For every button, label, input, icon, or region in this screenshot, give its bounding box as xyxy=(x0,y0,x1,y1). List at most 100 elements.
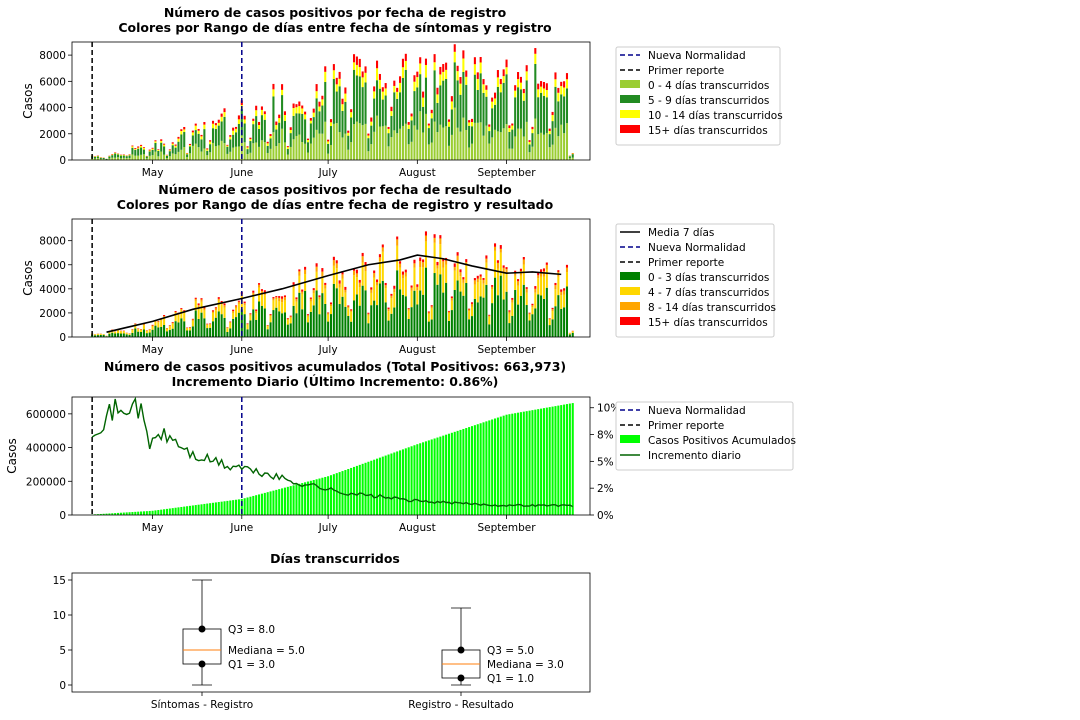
bar-segment xyxy=(315,263,318,267)
bar-segment xyxy=(163,143,166,145)
bar xyxy=(309,480,312,515)
bar-segment xyxy=(111,154,114,156)
bar-segment xyxy=(367,135,370,139)
bar-segment xyxy=(165,328,169,332)
bar-segment xyxy=(194,143,197,160)
bar-segment xyxy=(232,130,235,135)
bar-segment xyxy=(548,128,551,131)
bar-segment xyxy=(203,124,206,130)
bar-segment xyxy=(191,145,194,160)
legend-color-swatch xyxy=(620,95,640,103)
bar xyxy=(329,475,333,515)
bar-segment xyxy=(157,156,160,160)
x-tick-label: July xyxy=(318,522,338,534)
bar-segment xyxy=(194,125,197,131)
bar-segment xyxy=(496,77,499,87)
bar-segment xyxy=(209,140,212,142)
bar-segment xyxy=(367,323,370,337)
bar-segment xyxy=(502,82,505,129)
bar-segment xyxy=(272,89,275,97)
bar xyxy=(137,511,140,515)
bar-segment xyxy=(168,326,171,331)
bar-segment xyxy=(537,97,540,135)
bar-segment xyxy=(373,273,376,278)
bar-segment xyxy=(335,77,338,85)
bar-segment xyxy=(505,74,508,125)
bar-segment xyxy=(137,147,140,149)
bar-segment xyxy=(508,148,511,160)
bar-segment xyxy=(459,272,462,277)
chart-title: Número de casos positivos acumulados (To… xyxy=(104,359,566,374)
bar-segment xyxy=(206,324,209,325)
bar-segment xyxy=(542,134,545,160)
bar-segment xyxy=(361,87,364,126)
bar-segment xyxy=(528,320,531,337)
bar-segment xyxy=(298,134,301,160)
bar-segment xyxy=(217,311,220,337)
bar-segment xyxy=(540,86,543,93)
bar-segment xyxy=(177,136,180,139)
bar xyxy=(168,508,171,515)
y-tick-label: 15 xyxy=(53,575,66,587)
bar-segment xyxy=(482,283,485,298)
bar-segment xyxy=(540,269,543,273)
bar-segment xyxy=(465,84,468,130)
bar-segment xyxy=(396,236,399,240)
bar-segment xyxy=(542,88,545,96)
bar-segment xyxy=(387,128,390,134)
bar-segment xyxy=(551,307,554,310)
bar-segment xyxy=(427,144,430,160)
bar-segment xyxy=(370,144,373,160)
bar xyxy=(286,486,289,515)
bar-segment xyxy=(266,326,269,330)
bar-segment xyxy=(249,320,252,337)
bar-segment xyxy=(306,138,310,141)
q3-annotation: Q3 = 8.0 xyxy=(228,624,275,636)
bar-segment xyxy=(505,124,508,160)
bar-segment xyxy=(491,101,494,109)
bar-segment xyxy=(174,321,177,337)
bar-segment xyxy=(563,307,566,337)
bar-segment xyxy=(545,97,548,133)
bar-segment xyxy=(286,154,289,160)
bar-segment xyxy=(306,142,310,153)
bar-segment xyxy=(206,149,209,151)
bar-segment xyxy=(453,266,456,271)
bar xyxy=(226,500,229,515)
bar-segment xyxy=(332,70,335,80)
bar xyxy=(424,441,428,515)
bar-segment xyxy=(557,295,560,337)
bar-segment xyxy=(413,75,416,82)
bar-segment xyxy=(180,310,183,319)
bar xyxy=(485,421,488,515)
bar xyxy=(537,409,540,515)
bar-segment xyxy=(367,313,370,316)
bar-segment xyxy=(499,248,502,253)
bar xyxy=(321,477,324,515)
bar-segment xyxy=(462,117,465,160)
bar xyxy=(298,483,301,515)
bar-segment xyxy=(482,278,485,280)
bar-segment xyxy=(234,317,238,337)
bar-segment xyxy=(93,334,97,336)
bar-segment xyxy=(393,285,396,289)
bar-segment xyxy=(108,333,111,337)
bar-segment xyxy=(413,125,416,160)
bar-segment xyxy=(186,156,189,160)
bar-segment xyxy=(393,307,396,337)
bar-segment xyxy=(491,303,494,337)
bar-segment xyxy=(332,64,335,71)
bar-segment xyxy=(381,126,384,160)
bar-segment xyxy=(315,129,318,160)
bar xyxy=(114,513,117,515)
bar-segment xyxy=(119,158,122,160)
bar-segment xyxy=(502,272,505,300)
bar-segment xyxy=(456,71,459,81)
bar-segment xyxy=(197,147,200,160)
bar-segment xyxy=(488,143,491,160)
bar-segment xyxy=(131,145,134,147)
bar xyxy=(237,499,240,515)
bar-segment xyxy=(499,245,502,249)
bar-segment xyxy=(470,118,474,122)
bar-segment xyxy=(134,323,137,325)
